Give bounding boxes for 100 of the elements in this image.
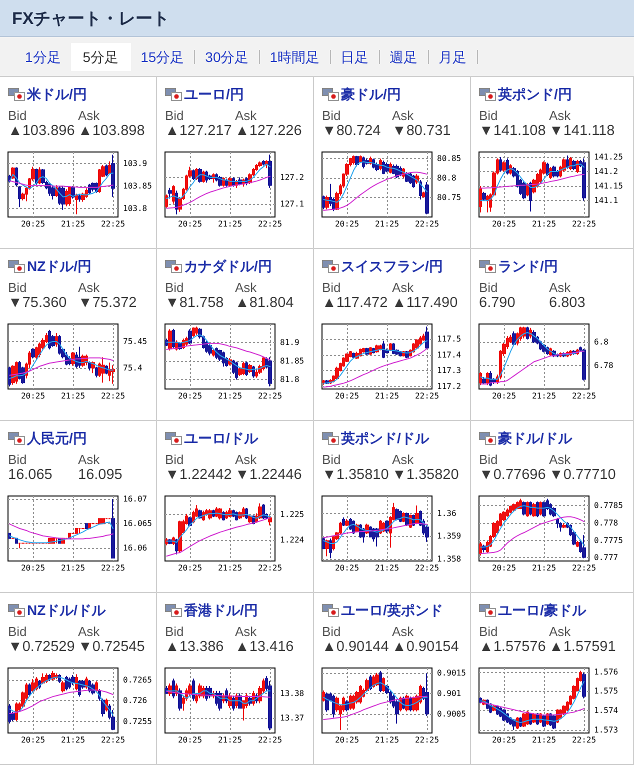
y-tick-label: 127.2	[280, 172, 304, 182]
x-tick-label: 21:25	[60, 220, 86, 228]
text: 週足	[388, 48, 419, 66]
text: Bid	[8, 452, 27, 468]
x-tick-label: 21:25	[532, 220, 556, 228]
x-tick-label: 22:25	[572, 392, 596, 400]
x-tick-label: 21:25	[60, 392, 86, 400]
text: Bid	[479, 280, 498, 296]
x-tick-label: 21:25	[532, 564, 556, 572]
chart-title: ユーロ/円	[184, 85, 244, 103]
text: ▼80.724	[322, 122, 381, 140]
x-tick-label: 20:25	[178, 392, 202, 400]
y-tick-label: 1.358	[437, 554, 462, 564]
text: ▲117.490	[392, 294, 458, 312]
text: Bid	[8, 280, 27, 296]
text: Ask	[235, 452, 257, 468]
y-tick-label: 6.8	[594, 337, 609, 346]
x-tick-label: 21:25	[60, 564, 86, 572]
text: FXチャート・レート	[12, 8, 170, 30]
text: Ask	[549, 280, 571, 296]
text: Ask	[549, 452, 571, 468]
text: Ask	[392, 280, 414, 296]
text: Ask	[392, 452, 414, 468]
text: Bid	[322, 108, 341, 124]
y-tick-label: 6.78	[594, 360, 614, 370]
y-tick-label: 1.574	[594, 706, 618, 716]
chart-title: ランド/円	[498, 257, 558, 275]
x-tick-label: 22:25	[100, 392, 126, 400]
y-tick-label: 0.7785	[594, 501, 624, 510]
y-tick-label: 0.7775	[594, 536, 624, 545]
y-tick-label: 0.7255	[123, 716, 152, 726]
chart-title: ユーロ/ドル	[184, 429, 258, 447]
y-tick-label: 80.85	[437, 154, 462, 164]
text: Ask	[78, 624, 100, 640]
y-tick-label: 0.901	[437, 688, 462, 698]
text: ▼0.72529	[8, 638, 75, 656]
x-tick-label: 22:25	[258, 220, 282, 228]
chart-title: スイスフラン/円	[341, 257, 443, 275]
y-tick-label: 0.778	[594, 518, 618, 528]
x-tick-label: 22:25	[414, 392, 440, 400]
text: ▼1.22442	[165, 466, 232, 484]
chart-title: 豪ドル/ドル	[498, 429, 572, 447]
chart-title: 豪ドル/円	[341, 85, 401, 103]
y-tick-label: 0.777	[594, 553, 618, 562]
y-tick-label: 0.726	[123, 696, 148, 706]
x-tick-label: 21:25	[218, 564, 242, 572]
y-tick-label: 75.4	[123, 363, 142, 372]
chart-title: ユーロ/英ポンド	[341, 601, 443, 619]
chart-title: 英ポンド/ドル	[341, 429, 429, 447]
x-tick-label: 20:25	[492, 736, 516, 744]
text: ▲117.472	[322, 294, 388, 312]
y-tick-label: 103.8	[123, 204, 148, 213]
text: ▲81.804	[235, 294, 294, 312]
text: Bid	[322, 624, 341, 640]
text: Ask	[78, 108, 100, 124]
text: ▲127.217	[165, 122, 232, 140]
text: ▲13.416	[235, 638, 294, 656]
y-tick-label: 80.8	[437, 174, 456, 183]
text: ▲0.90144	[322, 638, 389, 656]
x-tick-label: 20:25	[334, 736, 360, 744]
text: 16.065	[8, 466, 52, 484]
x-tick-label: 20:25	[20, 220, 46, 228]
text: Bid	[479, 108, 498, 124]
chart-title: ユーロ/豪ドル	[498, 601, 586, 619]
x-tick-label: 21:25	[218, 392, 242, 400]
text: Ask	[549, 108, 571, 124]
chart-title: 香港ドル/円	[184, 601, 258, 619]
y-tick-label: 1.359	[437, 532, 462, 541]
y-tick-label: 81.8	[280, 375, 300, 384]
text: ▼75.372	[78, 294, 137, 312]
text: 6.803	[549, 294, 586, 312]
text: ▼75.360	[8, 294, 67, 312]
y-tick-label: 141.2	[594, 167, 618, 176]
y-tick-label: 1.576	[594, 667, 618, 676]
text: ▼0.77710	[549, 466, 616, 484]
text: ▲1.57576	[479, 638, 546, 656]
chart-title: 米ドル/円	[27, 85, 87, 103]
text: ▲1.57591	[549, 638, 616, 656]
text: ▲103.898	[78, 122, 145, 140]
text: Bid	[165, 108, 184, 124]
x-tick-label: 21:25	[374, 736, 400, 744]
text: 日足	[340, 48, 370, 66]
x-tick-label: 20:25	[178, 736, 202, 744]
text: 6.790	[479, 294, 516, 312]
y-tick-label: 141.25	[594, 152, 624, 162]
x-tick-label: 22:25	[258, 392, 282, 400]
y-tick-label: 0.9005	[437, 709, 466, 718]
chart-title: 英ポンド/円	[498, 85, 572, 103]
text: ▼80.731	[392, 122, 451, 140]
x-tick-label: 22:25	[414, 220, 440, 228]
text: 5分足	[70, 42, 131, 70]
text: ▲0.90154	[392, 638, 459, 656]
text: Bid	[165, 452, 184, 468]
y-tick-label: 127.1	[280, 199, 304, 208]
text: Bid	[8, 108, 27, 124]
x-tick-label: 21:25	[218, 736, 242, 744]
text: ▼81.758	[165, 294, 224, 312]
text: 16.095	[78, 466, 122, 484]
x-tick-label: 20:25	[178, 220, 202, 228]
text: ▼1.35810	[322, 466, 389, 484]
